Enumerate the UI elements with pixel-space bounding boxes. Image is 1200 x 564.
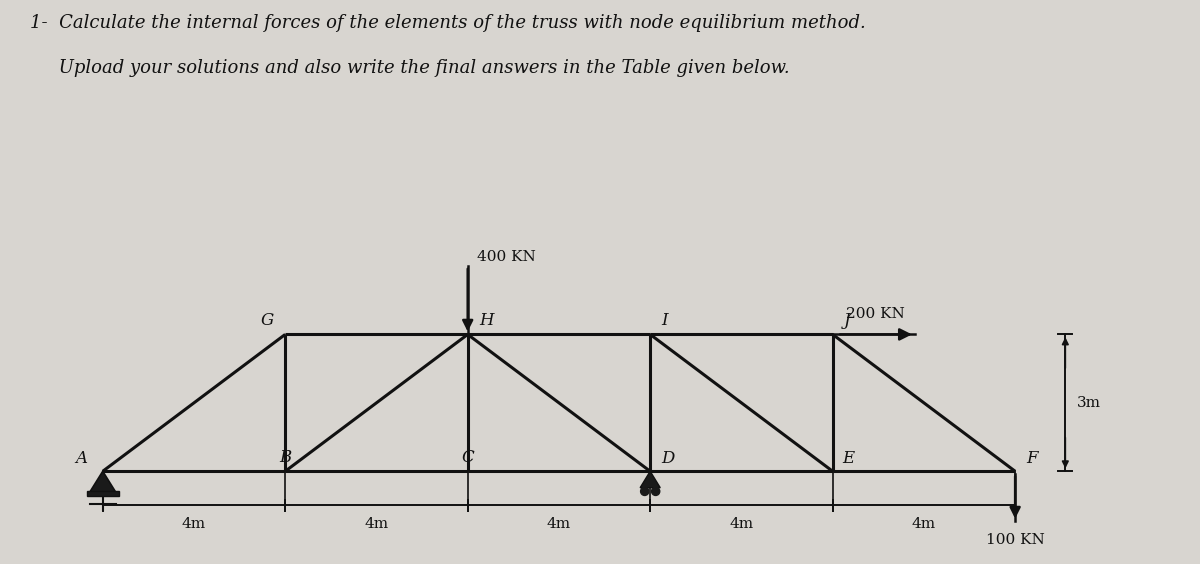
Text: 100 KN: 100 KN	[985, 533, 1044, 547]
Text: I: I	[661, 312, 668, 329]
Text: Upload your solutions and also write the final answers in the Table given below.: Upload your solutions and also write the…	[30, 59, 790, 77]
Text: 400 KN: 400 KN	[476, 250, 535, 264]
Text: B: B	[280, 449, 292, 466]
Text: A: A	[74, 450, 86, 467]
Text: C: C	[461, 449, 474, 466]
Text: 4m: 4m	[730, 517, 754, 531]
Text: G: G	[260, 312, 274, 329]
Polygon shape	[90, 472, 115, 492]
Text: H: H	[479, 312, 493, 329]
Text: 4m: 4m	[182, 517, 206, 531]
Text: 1-  Calculate the internal forces of the elements of the truss with node equilib: 1- Calculate the internal forces of the …	[30, 14, 865, 32]
Polygon shape	[640, 472, 660, 488]
Text: 4m: 4m	[547, 517, 571, 531]
Text: 4m: 4m	[912, 517, 936, 531]
Text: 4m: 4m	[365, 517, 389, 531]
Text: J: J	[844, 312, 851, 329]
Circle shape	[652, 487, 660, 495]
Text: F: F	[1026, 450, 1038, 467]
Text: E: E	[841, 450, 854, 467]
Circle shape	[641, 487, 649, 495]
Text: 200 KN: 200 KN	[846, 307, 905, 321]
Bar	[86, 491, 119, 496]
Text: D: D	[661, 450, 674, 467]
Text: 3m: 3m	[1076, 396, 1100, 410]
